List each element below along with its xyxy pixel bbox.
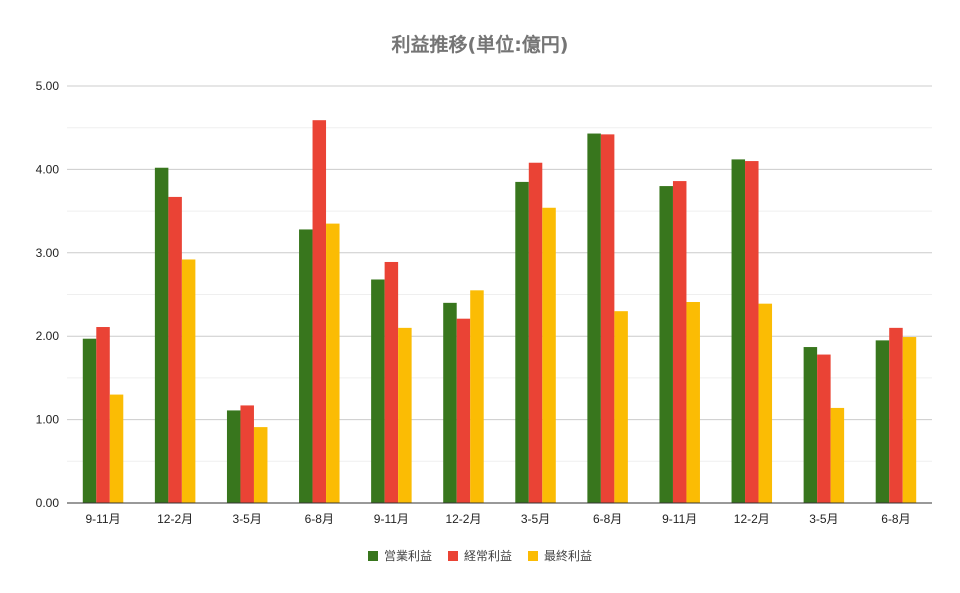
bar (240, 405, 254, 503)
y-tick-label: 3.00 (36, 246, 60, 260)
bar (326, 223, 340, 504)
bar (226, 410, 241, 503)
x-tick-label: 12-2月 (445, 512, 481, 526)
legend-label: 営業利益 (384, 549, 432, 563)
bar (745, 161, 759, 503)
y-tick-label: 5.00 (36, 79, 60, 93)
x-tick-label: 3-5月 (521, 512, 550, 526)
bar (371, 279, 385, 503)
bar (600, 134, 615, 503)
bar (312, 120, 327, 503)
legend-label: 経常利益 (464, 549, 512, 563)
x-tick-label: 9-11月 (85, 512, 120, 526)
chart-title: 利益推移(単位:億円) (391, 34, 569, 56)
bar (902, 337, 917, 503)
x-tick-label: 6-8月 (881, 512, 910, 526)
bar (154, 167, 169, 503)
x-tick-label: 3-5月 (809, 512, 838, 526)
bar (587, 133, 601, 503)
bar (830, 407, 845, 503)
bar (109, 394, 124, 503)
bar (875, 340, 890, 503)
bar (299, 229, 313, 503)
bar (758, 303, 773, 503)
bar (96, 327, 110, 503)
bar (253, 427, 268, 503)
bar (443, 302, 457, 503)
bar (470, 290, 484, 503)
x-tick-label: 9-11月 (662, 512, 697, 526)
bar (181, 259, 196, 503)
legend-swatch (448, 551, 458, 561)
legend-swatch (368, 551, 378, 561)
bar (659, 186, 673, 503)
legend-label: 最終利益 (544, 548, 592, 563)
y-tick-label: 2.00 (36, 329, 60, 343)
bar (686, 302, 700, 503)
y-tick-label: 1.00 (36, 413, 60, 427)
x-tick-label: 12-2月 (734, 512, 770, 526)
bar (528, 162, 543, 503)
bar (515, 181, 529, 503)
legend-swatch (528, 551, 538, 561)
x-tick-label: 12-2月 (157, 512, 193, 526)
bar (614, 311, 628, 503)
x-tick-label: 9-11月 (374, 512, 409, 526)
bar (168, 196, 182, 503)
x-tick-label: 6-8月 (593, 512, 622, 526)
y-tick-label: 0.00 (36, 496, 60, 510)
x-tick-label: 3-5月 (233, 512, 262, 526)
y-tick-label: 4.00 (36, 162, 60, 176)
x-tick-label: 6-8月 (305, 512, 334, 526)
bar (817, 354, 831, 503)
bar (731, 159, 746, 503)
bar (398, 327, 412, 503)
bar (384, 261, 399, 503)
bar (889, 327, 903, 503)
bar (803, 347, 818, 503)
bar (82, 338, 97, 503)
bar (542, 207, 556, 503)
bar (672, 181, 687, 504)
bar (456, 318, 471, 503)
